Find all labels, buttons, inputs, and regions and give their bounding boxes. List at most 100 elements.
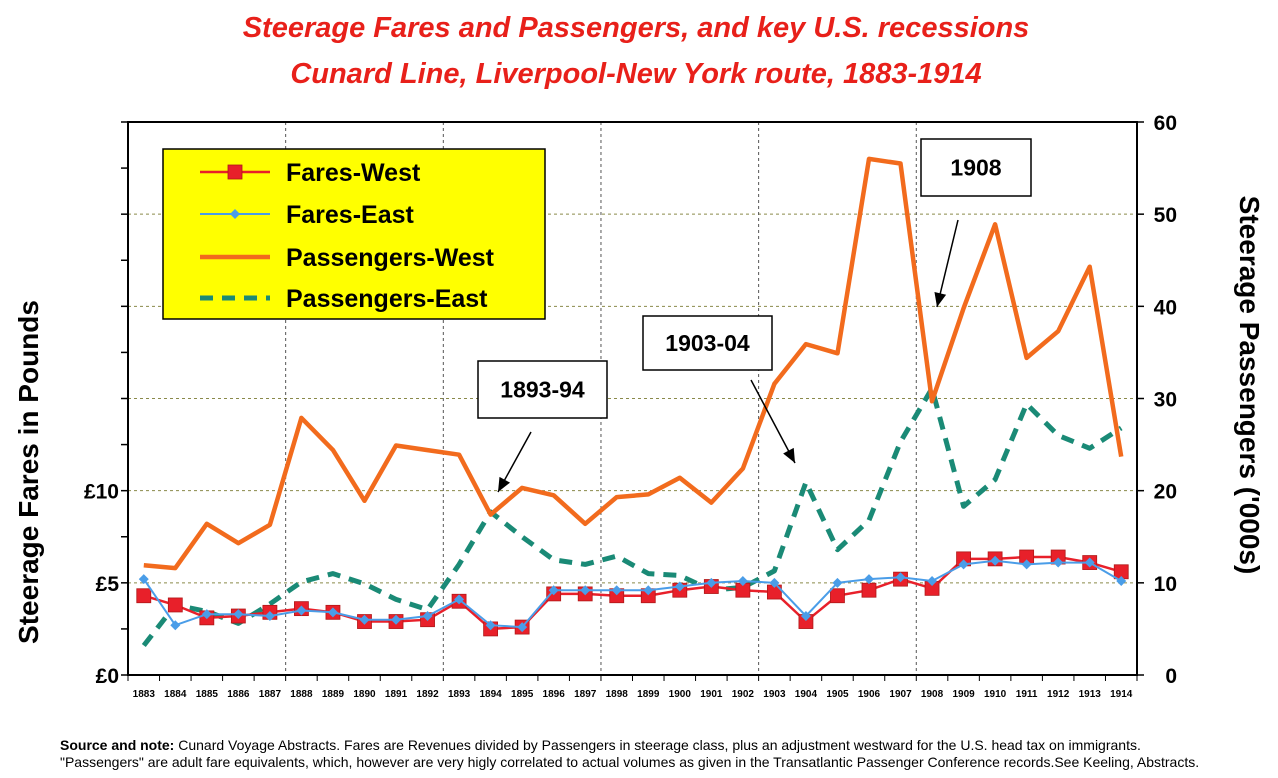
- x-tick-label: 1883: [133, 689, 156, 700]
- series-fares-west-line: [143, 555, 1122, 631]
- point-fares-east: [863, 574, 874, 585]
- legend-marker-fares-east: [230, 209, 240, 219]
- point-fares-east: [706, 577, 717, 588]
- point-fares-east: [391, 614, 402, 625]
- legend-label: Fares-West: [286, 159, 421, 187]
- source-note-lead: Source and note:: [60, 737, 175, 753]
- chart-title-line1: Steerage Fares and Passengers, and key U…: [243, 12, 1030, 44]
- x-tick-label: 1896: [543, 689, 566, 700]
- x-tick-label: 1901: [700, 689, 723, 700]
- x-tick-label: 1885: [196, 689, 219, 700]
- right-tick-label: 60: [1154, 112, 1177, 135]
- left-axis-label: Steerage Fares in Pounds: [13, 300, 44, 644]
- point-fares-east: [737, 575, 748, 586]
- x-tick-label: 1912: [1047, 689, 1070, 700]
- x-tick-label: 1887: [259, 689, 282, 700]
- x-tick-label: 1913: [1079, 689, 1102, 700]
- right-tick-label: 40: [1154, 296, 1177, 319]
- x-tick-label: 1910: [984, 689, 1007, 700]
- legend: Fares-West Fares-East Passengers-West Passe…: [162, 148, 546, 320]
- annotation-label: 1908: [950, 155, 1001, 181]
- point-fares-east: [800, 611, 811, 622]
- x-tick-label: 1906: [858, 689, 881, 700]
- series-fares-east-line: [142, 559, 1122, 629]
- annotation-arrowhead: [783, 447, 795, 463]
- x-tick-label: 1897: [574, 689, 597, 700]
- annotation-box: [642, 315, 773, 371]
- point-fares-west: [136, 588, 152, 604]
- point-fares-east: [958, 559, 969, 570]
- point-fares-east: [990, 555, 1001, 566]
- x-tick-label: 1888: [290, 689, 313, 700]
- point-fares-east: [580, 585, 591, 596]
- point-fares-east: [895, 572, 906, 583]
- point-fares-east: [643, 585, 654, 596]
- right-axis-label: Steerage Passengers ('000s): [1234, 196, 1265, 575]
- point-fares-east: [611, 585, 622, 596]
- source-note-line2: "Passengers" are adult fare equivalents,…: [60, 754, 1200, 770]
- point-fares-east: [422, 611, 433, 622]
- point-fares-east: [327, 607, 338, 618]
- legend-label: Passengers-West: [286, 244, 495, 272]
- point-fares-east: [517, 622, 528, 633]
- left-tick-label: £5: [96, 573, 120, 596]
- right-tick-label: 10: [1154, 573, 1177, 596]
- point-fares-west: [830, 588, 845, 604]
- series-passengers-east-line: [141, 385, 1123, 648]
- point-fares-east: [1116, 575, 1127, 586]
- x-tick-label: 1907: [889, 689, 912, 700]
- point-fares-east: [138, 574, 149, 585]
- annotation-box: [920, 138, 1032, 197]
- point-fares-east: [1021, 559, 1032, 570]
- x-tick-label: 1905: [826, 689, 849, 700]
- point-fares-east: [359, 614, 370, 625]
- point-fares-east: [485, 620, 496, 631]
- point-fares-east: [548, 585, 559, 596]
- point-fares-east: [1084, 557, 1095, 568]
- source-note: Source and note: Cunard Voyage Abstracts…: [60, 737, 1270, 771]
- right-tick-label: 30: [1154, 389, 1177, 412]
- x-tick-label: 1900: [669, 689, 692, 700]
- legend-box: [162, 148, 546, 320]
- annotation-arrow: [750, 379, 796, 464]
- x-tick-label: 1909: [952, 689, 975, 700]
- point-fares-east: [233, 609, 244, 620]
- point-fares-east: [674, 581, 685, 592]
- point-fares-east: [769, 577, 780, 588]
- source-note-line1: Source and note: Cunard Voyage Abstracts…: [60, 737, 1270, 754]
- annotation-label: 1903-04: [665, 330, 750, 356]
- right-tick-label: 20: [1154, 481, 1177, 504]
- x-tick-label: 1902: [732, 689, 755, 700]
- left-tick-label: £10: [84, 481, 119, 504]
- legend-label: Passengers-East: [286, 285, 488, 313]
- x-tick-label: 1886: [227, 689, 250, 700]
- x-tick-label: 1895: [511, 689, 534, 700]
- point-fares-west: [167, 597, 183, 613]
- x-tick-label: 1911: [1016, 689, 1038, 700]
- x-tick-label: 1898: [606, 689, 629, 700]
- axes: £0 £5 £10 0 10 20 30 40 50 60 1883 1884 1885 1886 1887…: [84, 112, 1177, 700]
- x-tick-label: 1904: [795, 689, 818, 700]
- point-fares-east: [454, 594, 465, 605]
- x-tick-label: 1908: [921, 689, 944, 700]
- x-tick-label: 1899: [637, 689, 660, 700]
- point-fares-east: [832, 577, 843, 588]
- point-fares-east: [927, 575, 938, 586]
- point-fares-east: [170, 620, 181, 631]
- x-tick-label: 1903: [763, 689, 786, 700]
- x-tick-label: 1893: [448, 689, 471, 700]
- x-tick-label: 1894: [479, 689, 502, 700]
- annotations: 1893-94 1903-04 1908: [477, 138, 1032, 493]
- x-tick-label: 1889: [322, 689, 345, 700]
- point-fares-east: [201, 609, 212, 620]
- annotation-arrow: [936, 219, 959, 308]
- annotation-arrowhead: [934, 291, 947, 307]
- legend-label: Fares-East: [286, 201, 415, 229]
- x-tick-label: 1892: [416, 689, 439, 700]
- left-tick-label: £0: [96, 665, 119, 688]
- chart: Steerage Fares and Passengers, and key U…: [13, 12, 1265, 700]
- x-tick-label: 1890: [353, 689, 376, 700]
- series-layer: [136, 156, 1129, 648]
- legend-marker-fares-west: [227, 164, 243, 180]
- annotation-box: [477, 360, 608, 419]
